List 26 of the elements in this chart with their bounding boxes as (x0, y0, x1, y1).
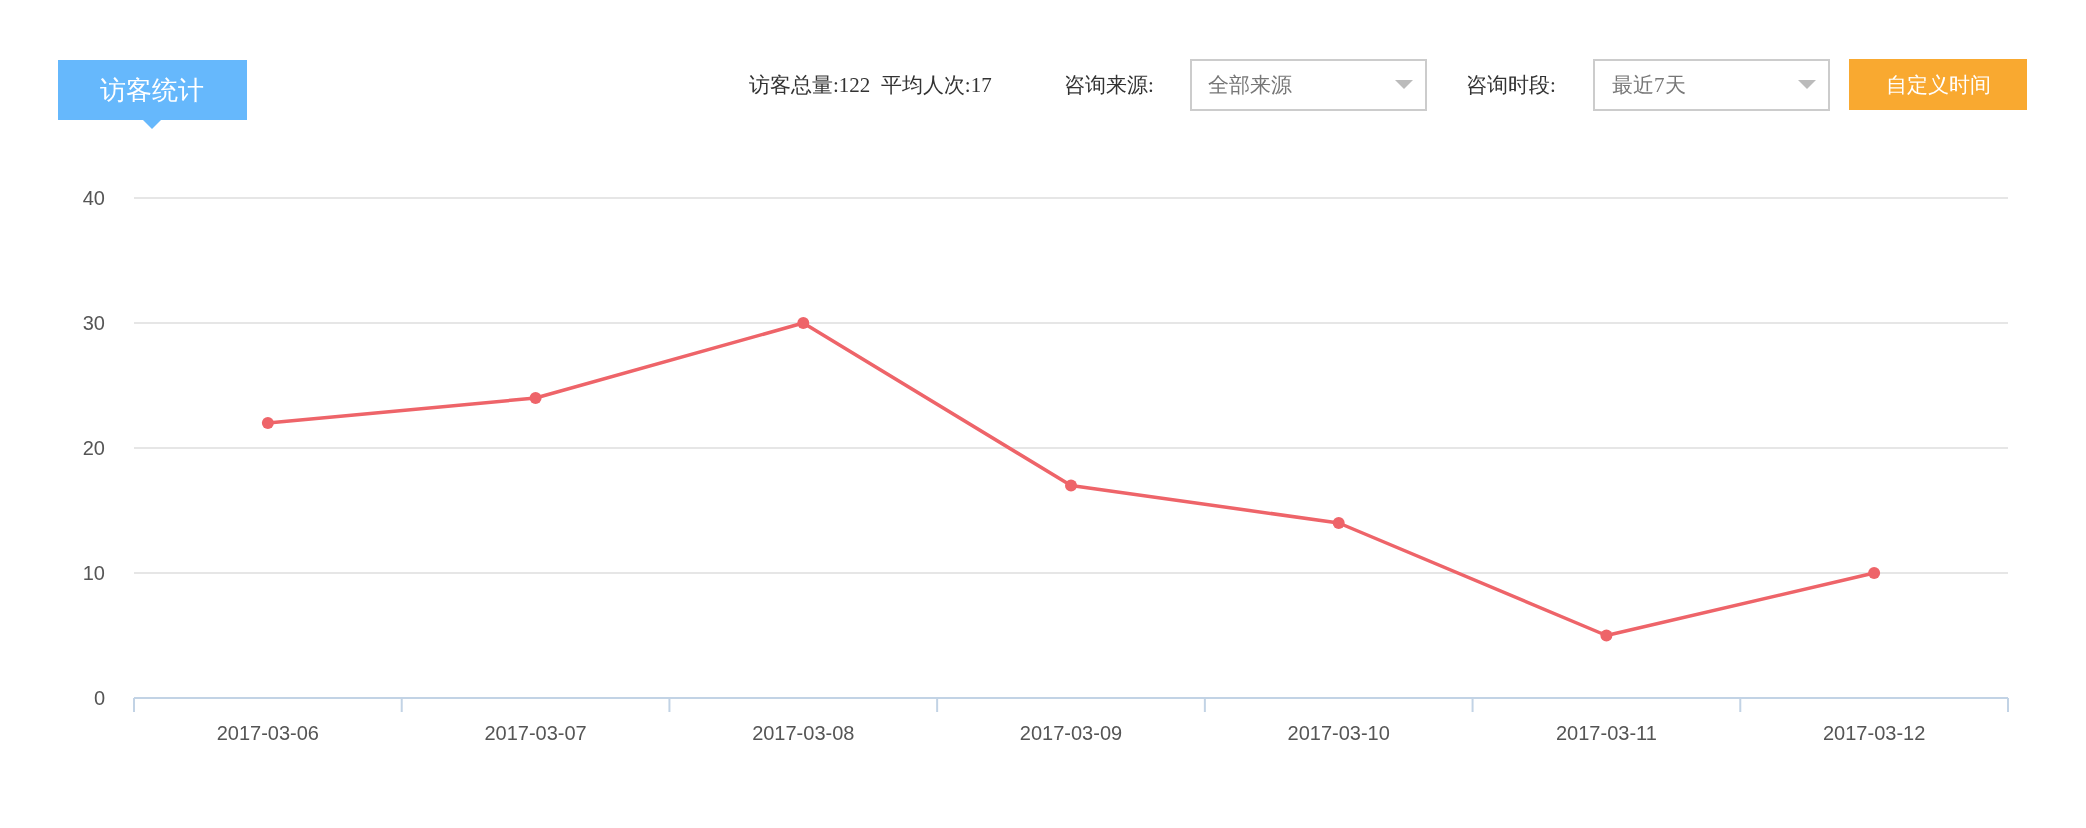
x-tick-label: 2017-03-07 (484, 722, 587, 744)
y-tick-label: 40 (82, 187, 105, 209)
text: 咨询时段: (1466, 73, 1556, 97)
point (1065, 479, 1077, 492)
x-tick-label: 2017-03-06 (216, 722, 320, 744)
text: 最近7天 (1612, 73, 1686, 97)
point (1600, 629, 1613, 642)
text: 自定义时间 (1885, 73, 1991, 97)
point (1868, 567, 1881, 579)
y-tick-label: 0 (93, 687, 105, 709)
text: 访客总量:122 平均人次:17 (749, 73, 992, 97)
point (1332, 517, 1345, 529)
x-tick-label: 2017-03-11 (1556, 722, 1657, 744)
text: 全部来源 (1208, 73, 1292, 97)
x-tick-label: 2017-03-12 (1822, 722, 1926, 744)
x-tick-label: 2017-03-08 (752, 722, 855, 744)
point (797, 317, 810, 329)
y-tick-label: 10 (82, 562, 105, 584)
y-tick-label: 30 (82, 312, 105, 334)
chart-title: 访客统计 (100, 76, 204, 105)
text: 咨询来源: (1064, 73, 1154, 97)
x-tick-label: 2017-03-09 (1019, 722, 1123, 744)
point (261, 417, 274, 429)
point (529, 392, 542, 404)
y-tick-label: 20 (82, 437, 105, 459)
x-tick-label: 2017-03-10 (1287, 722, 1390, 744)
